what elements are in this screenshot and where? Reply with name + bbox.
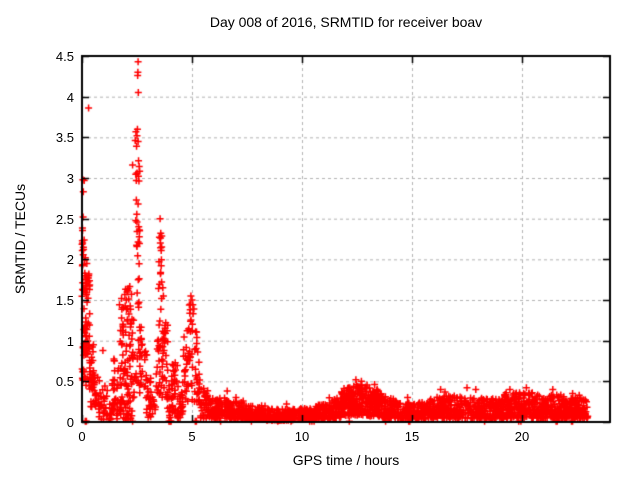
x-tick-label: 20 (514, 429, 530, 444)
y-tick-label: 4 (66, 89, 74, 105)
y-tick-label: 4.5 (55, 49, 74, 64)
x-tick-label: 5 (188, 429, 196, 444)
y-tick-label: 3.5 (55, 130, 74, 146)
x-tick-label: 0 (78, 429, 86, 444)
y-tick-label: 1.5 (55, 293, 74, 308)
x-axis-label: GPS time / hours (292, 452, 400, 468)
y-tick-label: 3 (66, 171, 74, 186)
x-tick-label: 15 (404, 429, 420, 444)
y-tick-label: 0 (66, 415, 74, 430)
y-tick-label: 2 (66, 252, 74, 268)
y-axis-label: SRMTID / TECUs (12, 183, 28, 295)
y-tick-label: 1 (66, 333, 74, 349)
x-tick-label: 10 (294, 429, 310, 444)
y-tick-label: 2.5 (55, 211, 74, 227)
chart-title: Day 008 of 2016, SRMTID for receiver boa… (209, 14, 483, 30)
y-tick-label: 0.5 (55, 374, 74, 390)
